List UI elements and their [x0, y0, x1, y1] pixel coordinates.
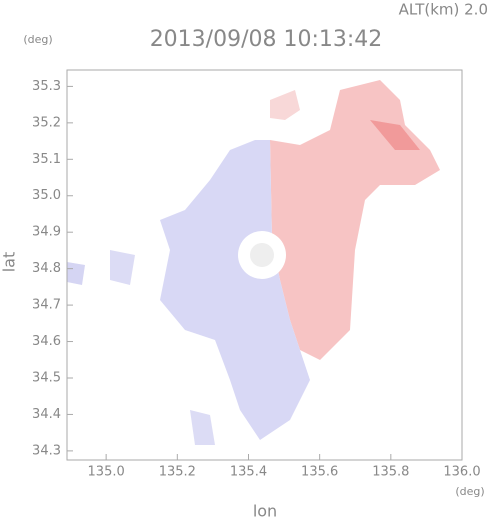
y-tick-label: 35.1: [32, 152, 61, 167]
negative-region: [160, 140, 310, 440]
x-tick-label: 135.6: [301, 465, 338, 480]
plot-frame: [66, 69, 463, 461]
y-tick-label: 34.4: [32, 407, 61, 422]
positive-region: [270, 90, 300, 120]
x-tick-label: 136.0: [443, 465, 480, 480]
y-tick-label: 35.3: [32, 79, 61, 94]
x-tick-label: 135.4: [230, 465, 267, 480]
positive-region: [270, 80, 440, 360]
y-tick-label: 34.7: [32, 298, 61, 313]
velocity-field: [67, 80, 440, 445]
y-axis-label: lat: [0, 252, 19, 273]
x-axis-label: lon: [253, 502, 277, 521]
negative-region: [110, 250, 135, 285]
negative-region: [67, 262, 85, 285]
x-tick-label: 135.0: [88, 465, 125, 480]
x-tick-label: 135.2: [159, 465, 196, 480]
y-unit: (deg): [23, 33, 52, 46]
y-tick-label: 35.2: [32, 115, 61, 130]
y-tick-label: 34.8: [32, 261, 61, 276]
strong-positive: [370, 120, 420, 150]
x-unit: (deg): [455, 485, 484, 498]
x-tick-label: 135.8: [372, 465, 409, 480]
y-tick-label: 34.9: [32, 225, 61, 240]
y-tick-label: 35.0: [32, 188, 61, 203]
y-tick-label: 34.5: [32, 370, 61, 385]
y-tick-label: 34.3: [32, 443, 61, 458]
negative-region: [190, 410, 215, 445]
y-tick-label: 34.6: [32, 334, 61, 349]
chart-title: 2013/09/08 10:13:42: [150, 27, 383, 52]
radar-site: [250, 243, 274, 267]
subtitle: ALT(km) 2.0: [399, 1, 488, 19]
